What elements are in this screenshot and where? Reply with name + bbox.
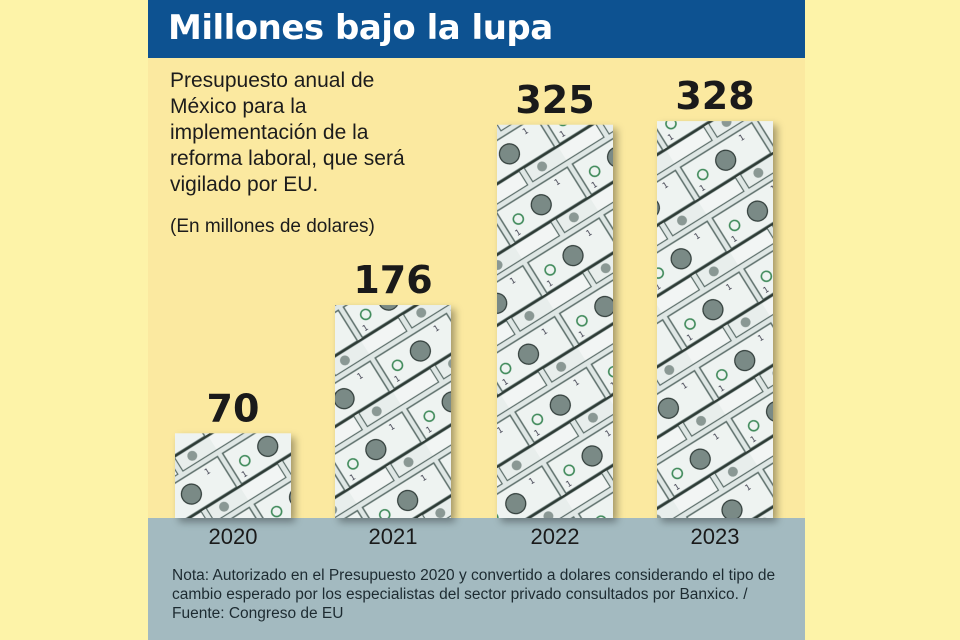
title-bar: Millones bajo la lupa (148, 0, 805, 58)
bar-2020 (175, 433, 291, 518)
chart-title: Millones bajo la lupa (168, 8, 553, 48)
year-label-2022: 2022 (531, 524, 580, 549)
year-label-2021: 2021 (369, 524, 418, 549)
base-band (148, 518, 805, 640)
bars-layer: 70 2020 176 2021 325 2022 328 2023 (175, 74, 773, 549)
units-label: (En millones de dolares) (170, 216, 375, 237)
year-label-2023: 2023 (691, 524, 740, 549)
bar-2022 (497, 124, 613, 518)
bar-2021 (335, 305, 451, 518)
year-label-2020: 2020 (209, 524, 258, 549)
value-label-2023: 328 (675, 74, 754, 118)
value-label-2020: 70 (207, 386, 260, 430)
footnote: Nota: Autorizado en el Presupuesto 2020 … (172, 567, 776, 622)
infographic-card: Millones bajo la lupa Presupuesto anual … (148, 0, 805, 640)
value-label-2021: 176 (353, 258, 432, 302)
chart-subtitle: Presupuesto anual de México para la impl… (170, 69, 405, 196)
value-label-2022: 325 (515, 78, 594, 122)
bar-2023 (657, 121, 773, 519)
